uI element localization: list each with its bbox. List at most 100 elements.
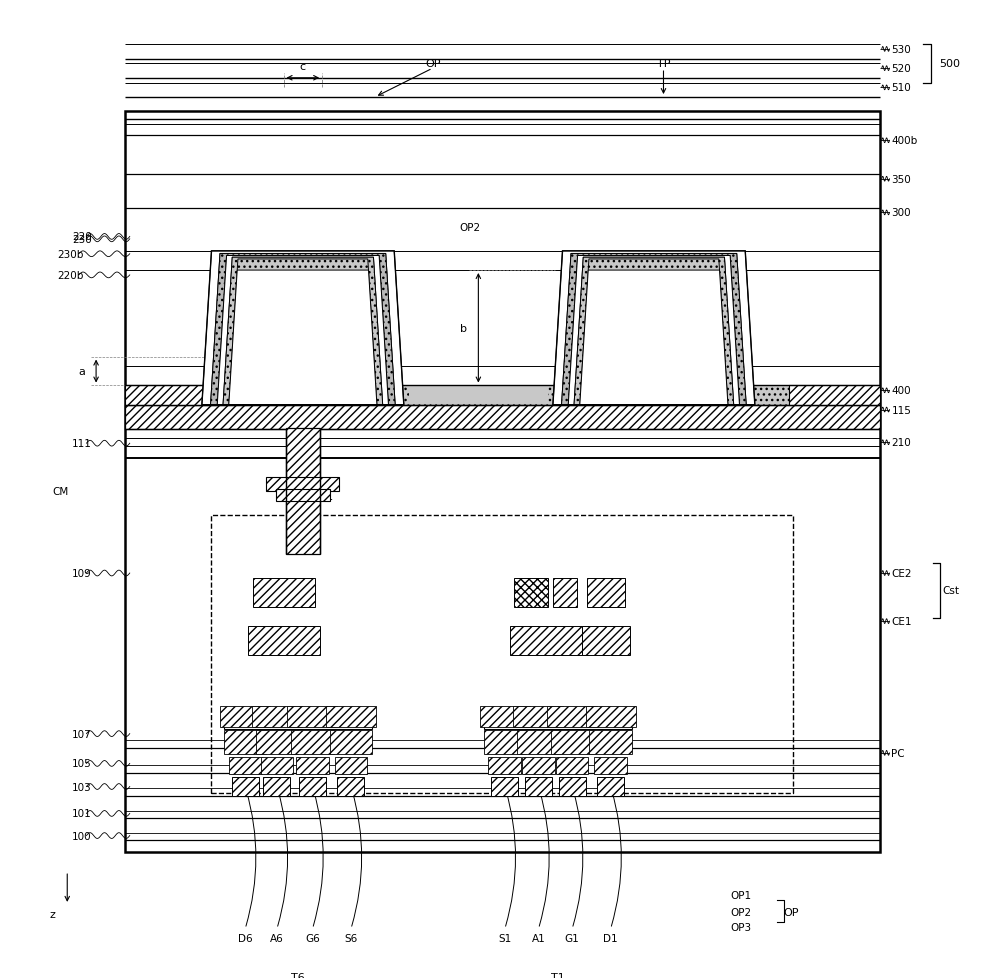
Bar (553, 578, 577, 607)
Text: 230: 230 (72, 235, 92, 244)
Text: OP3: OP3 (731, 922, 752, 932)
Bar (299, 778, 326, 796)
Bar (510, 626, 582, 655)
Polygon shape (568, 256, 739, 405)
Bar (276, 490, 330, 502)
Bar (248, 626, 320, 655)
Bar (514, 578, 548, 607)
Bar (480, 706, 530, 728)
Bar (559, 778, 586, 796)
Bar (291, 730, 334, 754)
Polygon shape (229, 271, 377, 405)
Text: OP3: OP3 (630, 256, 651, 266)
Text: OP1: OP1 (731, 890, 752, 901)
Text: S6: S6 (344, 934, 358, 944)
Bar (337, 778, 364, 796)
Text: 111: 111 (72, 439, 92, 449)
Bar (211, 515, 793, 793)
Text: 300: 300 (891, 208, 911, 218)
Bar (522, 757, 555, 775)
Polygon shape (202, 251, 404, 405)
Text: G1: G1 (565, 934, 580, 944)
Text: OP2: OP2 (459, 223, 480, 233)
Text: z: z (50, 910, 56, 919)
Text: 220: 220 (72, 232, 92, 243)
Bar (287, 706, 337, 728)
Text: 210: 210 (891, 438, 911, 448)
Text: BS: BS (284, 251, 297, 261)
Text: T6: T6 (291, 972, 305, 978)
Bar (261, 757, 293, 775)
Text: 500: 500 (939, 60, 960, 69)
Bar (224, 710, 372, 729)
Bar (256, 730, 298, 754)
Bar (525, 778, 552, 796)
Bar (556, 757, 588, 775)
Text: TP: TP (657, 60, 670, 69)
Text: 107: 107 (72, 729, 92, 738)
Polygon shape (223, 258, 383, 405)
Text: 105: 105 (72, 759, 92, 769)
Bar (232, 778, 259, 796)
Text: 109: 109 (72, 568, 92, 578)
Bar (220, 706, 270, 728)
Bar (263, 778, 290, 796)
Bar (513, 706, 563, 728)
Bar (517, 730, 560, 754)
Bar (335, 757, 367, 775)
Text: 230b: 230b (58, 249, 84, 259)
Bar (286, 428, 320, 555)
Bar (586, 706, 636, 728)
Bar (789, 386, 880, 405)
Text: G6: G6 (305, 934, 320, 944)
Text: D1: D1 (603, 934, 618, 944)
Bar (296, 757, 329, 775)
Bar (229, 757, 262, 775)
Bar (594, 757, 627, 775)
Text: 510: 510 (891, 83, 911, 93)
Bar (125, 386, 216, 405)
Polygon shape (211, 254, 395, 405)
Bar (587, 578, 625, 607)
Text: 103: 103 (72, 781, 92, 792)
Bar (484, 710, 632, 729)
Text: OP2: OP2 (731, 907, 752, 916)
Text: a: a (78, 367, 85, 377)
Text: PC: PC (891, 748, 905, 758)
Polygon shape (562, 254, 746, 405)
Bar (589, 730, 632, 754)
Text: A6: A6 (270, 934, 284, 944)
Text: CM: CM (53, 487, 69, 497)
Bar (253, 578, 315, 607)
Text: 400: 400 (891, 386, 911, 396)
Polygon shape (217, 256, 388, 405)
Bar (488, 757, 521, 775)
Text: 115: 115 (891, 405, 911, 415)
Bar (216, 386, 789, 405)
Bar (582, 626, 630, 655)
Text: 520: 520 (891, 65, 911, 74)
Text: S1: S1 (498, 934, 511, 944)
Bar (330, 730, 372, 754)
Bar (547, 706, 597, 728)
Text: Cst: Cst (942, 586, 959, 596)
Text: c: c (300, 63, 306, 72)
Bar (224, 730, 266, 754)
Text: 350: 350 (891, 174, 911, 185)
Bar (266, 477, 339, 492)
Bar (597, 778, 624, 796)
Text: 101: 101 (72, 809, 92, 819)
Text: CE2: CE2 (891, 568, 912, 578)
Text: T1: T1 (551, 972, 565, 978)
Text: A1: A1 (532, 934, 545, 944)
Text: 100: 100 (72, 830, 92, 841)
Bar (125, 405, 880, 429)
Text: CE1: CE1 (891, 616, 912, 627)
Text: 220b: 220b (58, 271, 84, 281)
Text: b: b (460, 324, 467, 333)
Text: OP1: OP1 (312, 492, 334, 502)
Text: OP: OP (425, 60, 440, 69)
Polygon shape (580, 271, 728, 405)
Bar (125, 112, 880, 852)
Text: D6: D6 (238, 934, 252, 944)
